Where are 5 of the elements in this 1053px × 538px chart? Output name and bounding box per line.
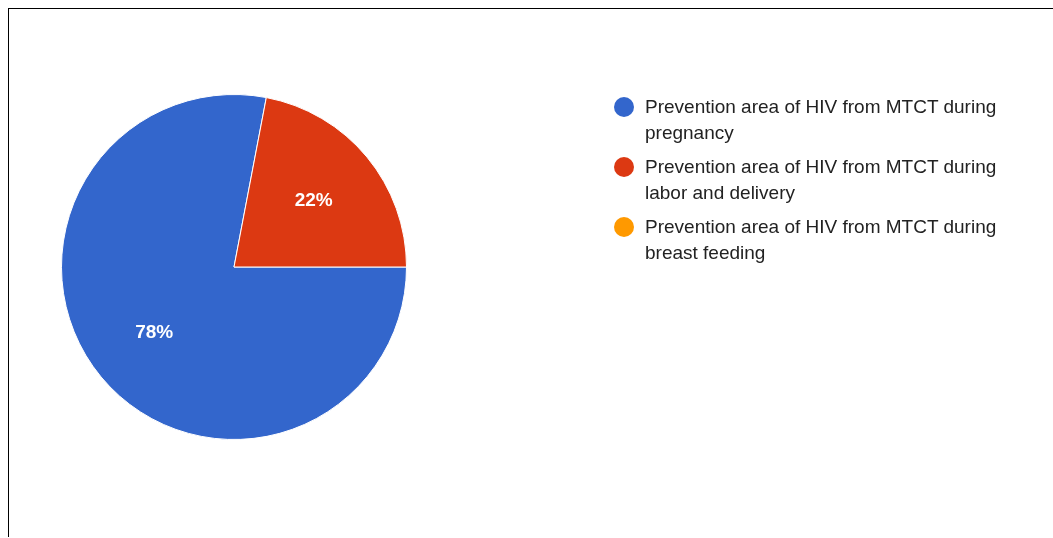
legend-label: Prevention area of HIV from MTCT during breast feeding bbox=[645, 215, 998, 265]
data-label: 78% bbox=[135, 321, 174, 343]
data-label: 22% bbox=[294, 189, 333, 211]
legend-label: Prevention area of HIV from MTCT during labor and delivery bbox=[645, 155, 998, 205]
legend-label: Prevention area of HIV from MTCT during pregnancy bbox=[645, 95, 998, 145]
